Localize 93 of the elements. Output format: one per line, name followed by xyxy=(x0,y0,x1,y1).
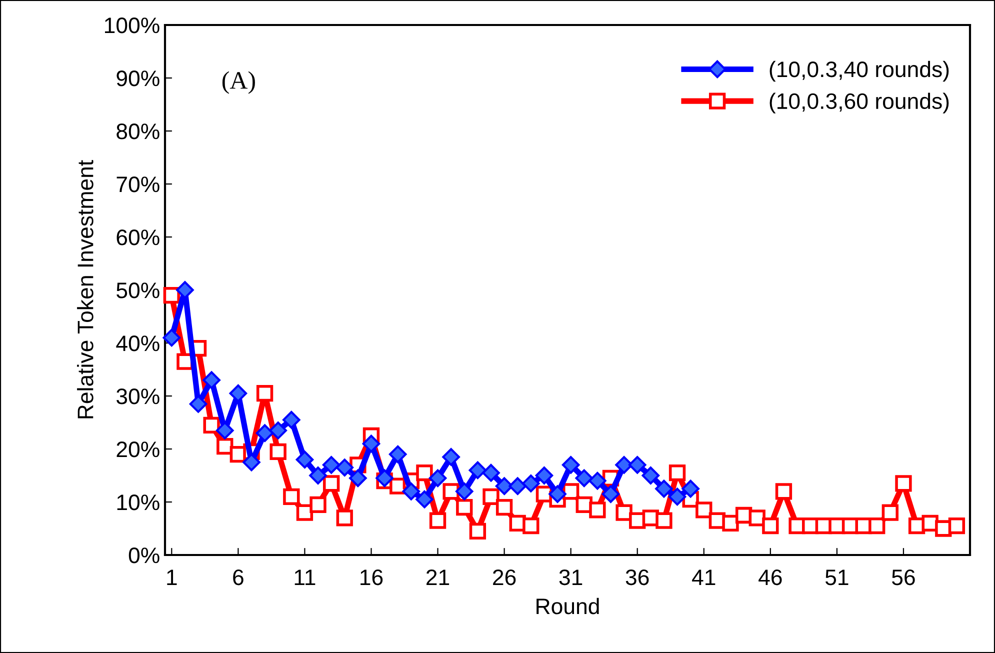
point xyxy=(482,464,500,482)
point xyxy=(628,456,646,474)
point xyxy=(522,518,540,534)
point xyxy=(416,464,433,482)
y-tick-label: 100% xyxy=(105,18,160,34)
point xyxy=(388,445,407,464)
x-tick-label: 6 xyxy=(233,569,244,586)
point xyxy=(362,434,380,453)
point xyxy=(588,472,606,490)
point xyxy=(309,466,327,484)
x-tick-label: 16 xyxy=(360,569,383,586)
point xyxy=(163,286,180,304)
x-axis-title: Round xyxy=(536,598,599,614)
point xyxy=(336,458,354,476)
point xyxy=(696,502,712,518)
point xyxy=(162,328,181,347)
point xyxy=(296,504,314,521)
point xyxy=(469,522,486,540)
point xyxy=(655,480,673,498)
point xyxy=(602,485,620,503)
y-tick-label: 40% xyxy=(116,336,160,352)
point xyxy=(455,482,474,500)
point xyxy=(416,490,434,508)
x-tick-label: 51 xyxy=(825,570,848,586)
point xyxy=(868,518,886,534)
y-tick-label: 70% xyxy=(116,176,160,192)
point xyxy=(310,496,326,513)
point xyxy=(322,456,340,474)
point xyxy=(682,480,700,498)
point xyxy=(428,469,447,488)
point xyxy=(322,475,340,492)
point xyxy=(895,475,912,492)
point xyxy=(496,498,513,516)
point xyxy=(442,483,460,500)
point xyxy=(722,514,739,532)
point xyxy=(402,482,420,500)
point xyxy=(548,485,566,503)
point xyxy=(535,466,554,484)
point xyxy=(616,504,632,521)
x-tick-label: 56 xyxy=(892,569,915,586)
point xyxy=(256,424,274,442)
y-tick-label: 30% xyxy=(116,388,160,404)
legend-label: (10,0.3,60 rounds) xyxy=(770,92,949,114)
point xyxy=(202,371,220,389)
x-tick-label: 46 xyxy=(758,569,782,586)
point xyxy=(642,466,660,484)
x-tick-label: 21 xyxy=(426,569,450,585)
point xyxy=(216,438,234,455)
point xyxy=(656,512,672,529)
point xyxy=(522,474,540,492)
x-tick-label: 11 xyxy=(294,570,316,585)
legend-label: (10,0.3,40 rounds) xyxy=(770,60,949,82)
point xyxy=(456,498,473,516)
point xyxy=(429,512,446,529)
x-tick-label: 1 xyxy=(167,570,177,585)
y-tick-label: 60% xyxy=(116,230,160,246)
point xyxy=(668,488,686,506)
point xyxy=(442,448,460,466)
x-tick-label: 41 xyxy=(692,570,716,585)
x-tick-label: 36 xyxy=(626,569,649,586)
point xyxy=(748,510,766,526)
point xyxy=(882,504,898,521)
point xyxy=(269,422,287,440)
y-tick-label: 50% xyxy=(116,282,160,298)
y-tick-label: 10% xyxy=(117,494,160,510)
point xyxy=(376,469,394,488)
point xyxy=(508,477,527,495)
point xyxy=(615,456,633,474)
point xyxy=(282,410,300,429)
y-tick-label: 20% xyxy=(116,442,160,458)
point xyxy=(256,385,274,402)
point xyxy=(482,488,500,506)
y-tick-label: 90% xyxy=(116,70,160,86)
point xyxy=(948,518,966,534)
y-tick-label: 0% xyxy=(128,548,160,564)
point xyxy=(349,469,367,488)
point xyxy=(575,469,594,488)
point xyxy=(270,443,286,460)
point xyxy=(203,416,220,434)
y-tick-label: 80% xyxy=(116,124,160,140)
x-tick-label: 26 xyxy=(493,569,516,586)
annotation: (A) xyxy=(222,71,255,94)
point xyxy=(775,483,792,500)
point xyxy=(468,461,487,480)
point xyxy=(336,510,353,526)
y-axis-title: Relative Token Investment xyxy=(77,160,94,418)
point xyxy=(283,488,300,506)
point xyxy=(762,518,779,534)
point xyxy=(296,450,314,468)
point xyxy=(589,502,606,518)
point xyxy=(562,456,580,474)
point xyxy=(668,464,686,482)
x-tick-label: 31 xyxy=(559,569,582,586)
